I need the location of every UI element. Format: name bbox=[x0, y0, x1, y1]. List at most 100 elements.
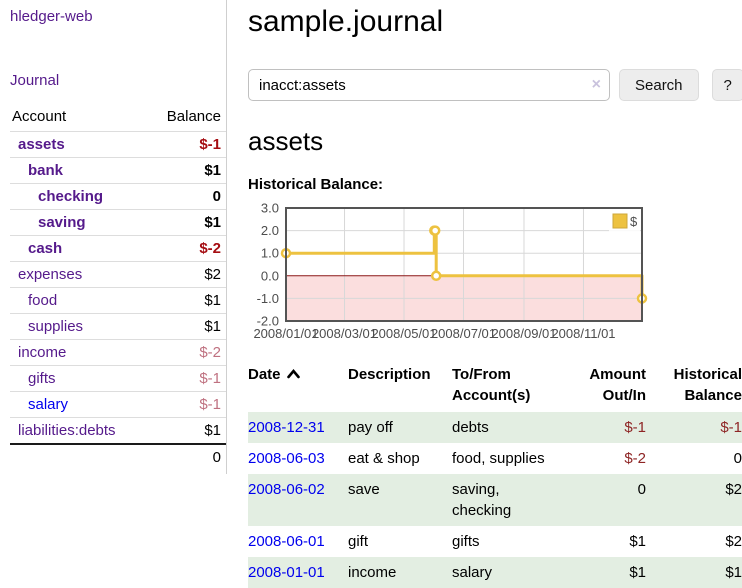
transaction-balance: 0 bbox=[733, 450, 742, 467]
transaction-balance: $2 bbox=[725, 481, 742, 498]
svg-text:2008/11/01: 2008/11/01 bbox=[551, 326, 615, 341]
account-balance: $-2 bbox=[146, 235, 226, 262]
transaction-date-link[interactable]: 2008-06-01 bbox=[248, 533, 325, 550]
svg-text:3.0: 3.0 bbox=[261, 201, 279, 216]
transactions-body: 2008-12-31 pay off debts $-1 $-1 2008-06-03 ea… bbox=[248, 412, 742, 588]
txn-header-amount[interactable]: Amount Out/In bbox=[589, 366, 646, 404]
sidebar-account-link-income[interactable]: income bbox=[18, 344, 67, 361]
sidebar-account-link-saving[interactable]: saving bbox=[38, 214, 86, 231]
transaction-accounts: saving, checking bbox=[452, 481, 512, 519]
transaction-accounts: food, supplies bbox=[452, 450, 545, 467]
account-balance: $1 bbox=[146, 287, 226, 314]
account-balance: $-1 bbox=[146, 131, 226, 158]
svg-text:0.0: 0.0 bbox=[261, 268, 279, 283]
account-balance: $1 bbox=[146, 417, 226, 444]
transaction-date-link[interactable]: 2008-06-02 bbox=[248, 481, 325, 498]
transaction-row: 2008-12-31 pay off debts $-1 $-1 bbox=[248, 412, 742, 443]
sidebar-account-link-checking[interactable]: checking bbox=[38, 188, 104, 205]
transaction-row: 2008-06-02 save saving, checking 0 $2 bbox=[248, 474, 742, 526]
account-row: cash $-2 bbox=[10, 235, 226, 262]
transaction-row: 2008-06-01 gift gifts $1 $2 bbox=[248, 526, 742, 557]
app-title-link[interactable]: hledger-web bbox=[10, 8, 93, 25]
account-balance: $1 bbox=[146, 157, 226, 184]
sidebar-account-link-expenses[interactable]: expenses bbox=[18, 266, 83, 283]
transaction-description: pay off bbox=[348, 419, 393, 436]
svg-text:1.0: 1.0 bbox=[261, 246, 279, 261]
accounts-body: assets $-1 bank $1 checking 0 saving $1 cash $-2 e… bbox=[10, 131, 226, 470]
transaction-amount: $1 bbox=[629, 564, 646, 581]
sidebar-account-link-gifts[interactable]: gifts bbox=[28, 370, 56, 387]
sidebar: hledger-web Journal Account Balance asse… bbox=[0, 0, 227, 474]
svg-text:2.0: 2.0 bbox=[261, 223, 279, 238]
account-row: supplies $1 bbox=[10, 313, 226, 340]
sidebar-account-link-cash[interactable]: cash bbox=[28, 240, 63, 257]
accounts-total-row: 0 bbox=[10, 443, 226, 470]
svg-text:-2.0: -2.0 bbox=[257, 314, 279, 329]
account-balance: $-1 bbox=[146, 391, 226, 418]
sidebar-account-link-liabilities-debts[interactable]: liabilities:debts bbox=[18, 422, 116, 439]
transaction-accounts: gifts bbox=[452, 533, 480, 550]
main-content: sample.journal × Search ? assets Histori… bbox=[227, 0, 742, 588]
account-row: bank $1 bbox=[10, 157, 226, 184]
historical-balance-chart: $3.0 2.0 1.0 0.0 -1.0 -2.02008/01/012008/03/0… bbox=[253, 201, 648, 341]
account-row: gifts $-1 bbox=[10, 365, 226, 392]
transaction-amount: $-2 bbox=[624, 450, 646, 467]
svg-text:2008/07/01: 2008/07/01 bbox=[431, 326, 496, 341]
transaction-amount: $1 bbox=[629, 533, 646, 550]
account-balance: $-2 bbox=[146, 339, 226, 366]
txn-header-description[interactable]: Description bbox=[348, 366, 431, 383]
accounts-header-balance: Balance bbox=[166, 108, 221, 125]
account-balance: $-1 bbox=[146, 365, 226, 392]
page-title: sample.journal bbox=[248, 5, 444, 38]
search-form: × Search ? bbox=[248, 69, 742, 101]
accounts-header-account: Account bbox=[12, 108, 67, 125]
help-button[interactable]: ? bbox=[711, 69, 742, 101]
transaction-row: 2008-06-03 eat & shop food, supplies $-2 0 bbox=[248, 443, 742, 474]
sidebar-item-journal[interactable]: Journal bbox=[10, 72, 60, 89]
svg-text:2008/09/01: 2008/09/01 bbox=[491, 326, 556, 341]
accounts-table: Account Balance assets $-1 bank $1 checking 0… bbox=[10, 104, 226, 470]
transaction-date-link[interactable]: 2008-01-01 bbox=[248, 564, 325, 581]
account-row: income $-2 bbox=[10, 339, 226, 366]
sidebar-account-link-salary[interactable]: salary bbox=[28, 396, 69, 413]
sidebar-account-link-bank[interactable]: bank bbox=[28, 162, 64, 179]
svg-text:2008/05/01: 2008/05/01 bbox=[371, 326, 436, 341]
account-row: food $1 bbox=[10, 287, 226, 314]
account-title: assets bbox=[248, 126, 324, 156]
search-input[interactable] bbox=[248, 69, 610, 101]
account-row: checking 0 bbox=[10, 183, 226, 210]
sidebar-account-link-assets[interactable]: assets bbox=[18, 136, 65, 153]
search-button[interactable]: Search bbox=[619, 69, 699, 101]
transaction-accounts: debts bbox=[452, 419, 489, 436]
transaction-description: eat & shop bbox=[348, 450, 420, 467]
account-balance: 0 bbox=[146, 183, 226, 210]
chart-container: $3.0 2.0 1.0 0.0 -1.0 -2.0 2008/01/01 2008/03/0… bbox=[248, 201, 742, 342]
account-row: expenses $2 bbox=[10, 261, 226, 288]
transaction-amount: $-1 bbox=[624, 419, 646, 436]
txn-header-date[interactable]: Date bbox=[248, 362, 348, 412]
txn-header-accounts[interactable]: To/From Account(s) bbox=[452, 366, 531, 404]
sidebar-account-link-supplies[interactable]: supplies bbox=[28, 318, 84, 335]
transaction-description: income bbox=[348, 564, 397, 581]
sidebar-account-link-food[interactable]: food bbox=[28, 292, 58, 309]
sort-ascending-icon bbox=[286, 365, 301, 386]
account-balance: $1 bbox=[146, 209, 226, 236]
svg-text:-1.0: -1.0 bbox=[257, 291, 279, 306]
transaction-date-link[interactable]: 2008-06-03 bbox=[248, 450, 325, 467]
txn-header-balance[interactable]: Historical Balance bbox=[673, 366, 742, 404]
clear-search-icon[interactable]: × bbox=[591, 76, 601, 93]
svg-text:2008/01/01: 2008/01/01 bbox=[253, 326, 318, 341]
account-row: saving $1 bbox=[10, 209, 226, 236]
account-row: salary $-1 bbox=[10, 391, 226, 418]
transaction-amount: 0 bbox=[637, 481, 646, 498]
transaction-description: save bbox=[348, 481, 380, 498]
accounts-total-balance: 0 bbox=[146, 443, 226, 470]
transaction-date-link[interactable]: 2008-12-31 bbox=[248, 419, 325, 436]
svg-text:$: $ bbox=[630, 214, 638, 229]
account-row: assets $-1 bbox=[10, 131, 226, 158]
transaction-accounts: salary bbox=[452, 564, 493, 581]
transaction-balance: $-1 bbox=[720, 419, 742, 436]
account-row: liabilities:debts $1 bbox=[10, 417, 226, 444]
transaction-balance: $1 bbox=[725, 564, 742, 581]
